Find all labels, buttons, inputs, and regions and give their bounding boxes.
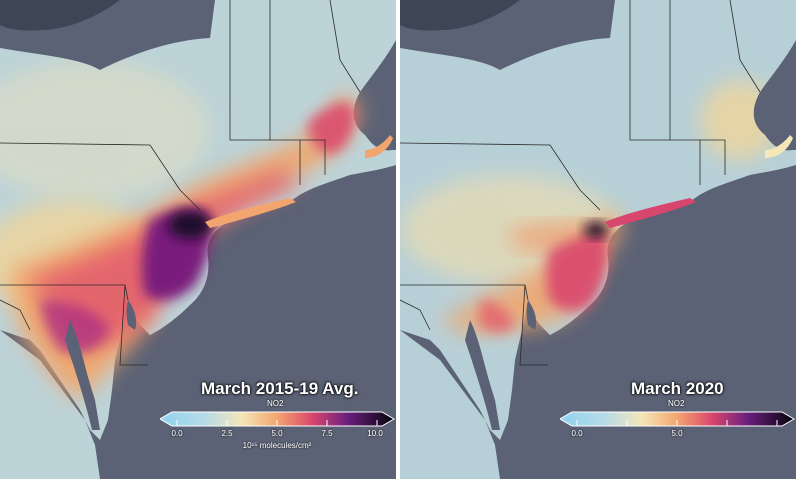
- colorbar-tick: 5.0: [271, 429, 283, 438]
- lake: [0, 0, 120, 31]
- no2-map-2015-19: [0, 0, 396, 479]
- colorbar: [160, 411, 395, 427]
- long-island: [205, 198, 296, 228]
- colorbar-variable: NO2: [668, 399, 685, 408]
- chesapeake-bay: [65, 320, 100, 430]
- long-island: [605, 198, 696, 228]
- colorbar-tick: 0.0: [571, 429, 583, 438]
- colorbar-tick: 7.5: [321, 429, 333, 438]
- colorbar-tick: 10.0: [367, 429, 383, 438]
- panel-divider: [396, 0, 400, 479]
- chesapeake-bay: [465, 320, 500, 430]
- no2-plume: [10, 90, 360, 400]
- colorbar-tick: 0.0: [171, 429, 183, 438]
- panel-title: March 2020: [631, 379, 724, 398]
- colorbar: [560, 411, 795, 427]
- no2-map-2020: [400, 0, 796, 479]
- panel-title: March 2015-19 Avg.: [201, 379, 359, 398]
- state-borders: [0, 0, 361, 366]
- colorbar-variable: NO2: [267, 399, 284, 408]
- colorbar-unit: 10¹⁵ molecules/cm²: [242, 441, 312, 450]
- no2-plume: [440, 210, 625, 333]
- lake: [400, 0, 520, 31]
- colorbar-tick: 5.0: [671, 429, 683, 438]
- state-borders: [400, 0, 761, 366]
- map-panel-2020: March 2020 NO2 0.0 5.0: [400, 0, 796, 479]
- map-panel-2015-19: March 2015-19 Avg. NO2 0.0 2.5 5.0 7.5 1…: [0, 0, 396, 479]
- colorbar-tick: 2.5: [221, 429, 233, 438]
